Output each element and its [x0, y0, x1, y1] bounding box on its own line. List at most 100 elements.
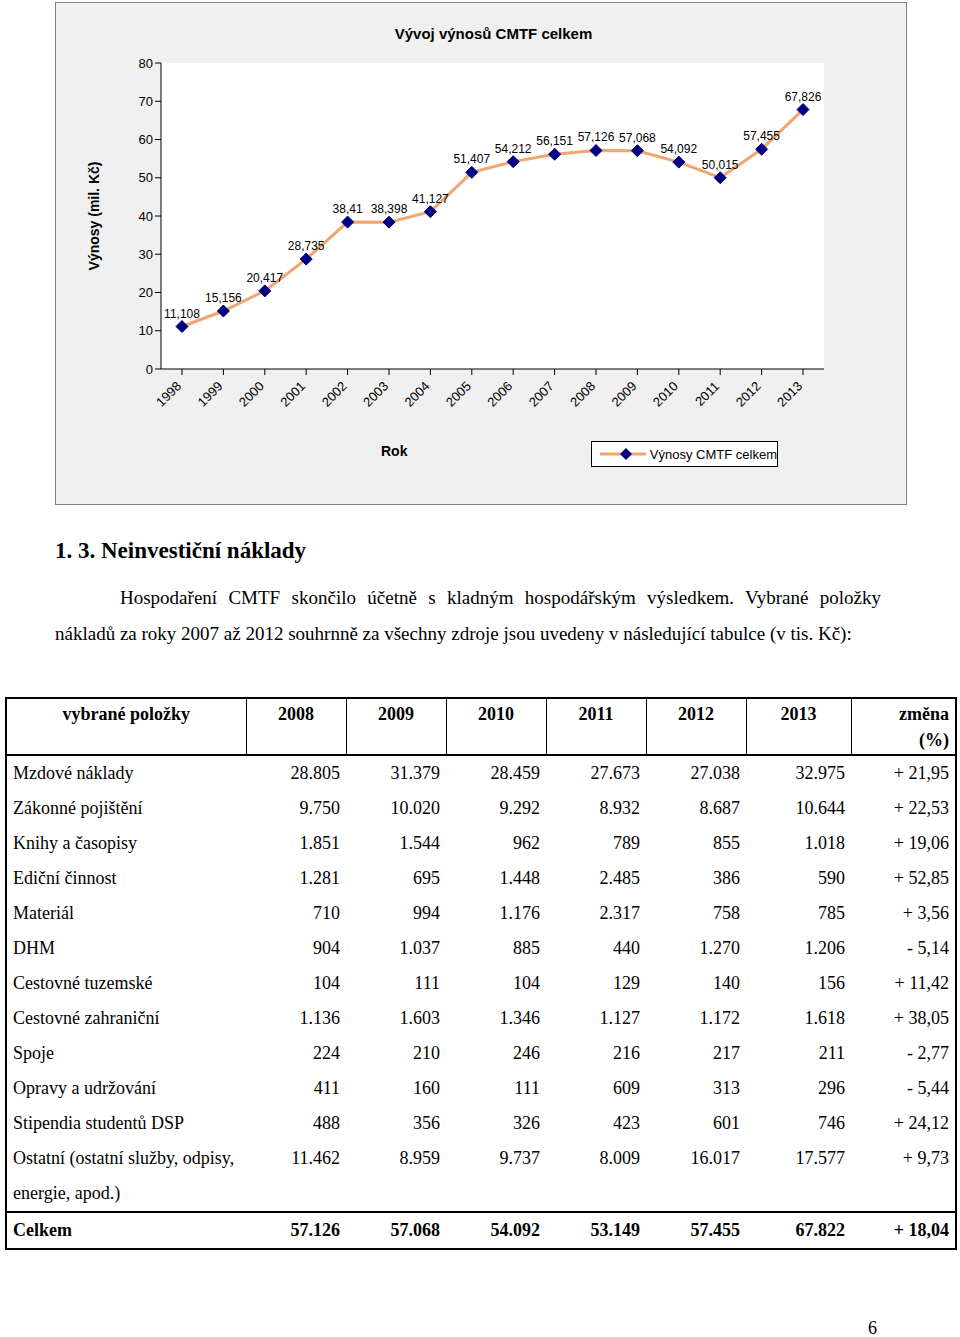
svg-text:38,398: 38,398 — [371, 202, 408, 216]
html-text:1.037: 1.037 — [399, 938, 440, 958]
html-text:+ 52,85: + 52,85 — [893, 868, 949, 888]
html-text:Hospodaření CMTF skončilo účet: Hospodaření CMTF skončilo účetně s kladn… — [55, 587, 881, 644]
svg-text:51,407: 51,407 — [453, 152, 490, 166]
svg-text:2010: 2010 — [650, 379, 681, 410]
svg-text:67,826: 67,826 — [785, 90, 822, 104]
html-text:2010: 2010 — [478, 704, 514, 724]
svg-text:1998: 1998 — [153, 379, 184, 410]
svg-text:2000: 2000 — [236, 379, 267, 410]
svg-text:2005: 2005 — [443, 379, 474, 410]
html-text:Mzdové náklady: Mzdové náklady — [13, 763, 134, 783]
html-text:Materiál: Materiál — [13, 903, 74, 923]
svg-text:54,212: 54,212 — [495, 142, 532, 156]
html-text:710: 710 — [313, 903, 340, 923]
html-text:28.459: 28.459 — [490, 763, 540, 783]
svg-text:2007: 2007 — [526, 379, 557, 410]
html-text:DHM: DHM — [13, 938, 55, 958]
svg-text:57,455: 57,455 — [743, 129, 780, 143]
svg-text:50,015: 50,015 — [702, 158, 739, 172]
html-text:9.750: 9.750 — [299, 798, 340, 818]
html-text:904: 904 — [313, 938, 340, 958]
svg-text:60: 60 — [139, 132, 153, 147]
html-text:10.644: 10.644 — [795, 798, 845, 818]
html-text:789: 789 — [613, 833, 640, 853]
svg-text:38,41: 38,41 — [333, 202, 363, 216]
svg-text:2011: 2011 — [692, 379, 722, 409]
html-text:1. 3. Neinvestiční náklady: 1. 3. Neinvestiční náklady — [55, 538, 307, 563]
svg-text:70: 70 — [139, 94, 153, 109]
svg-text:80: 80 — [139, 56, 153, 71]
html-text:Zákonné pojištění: Zákonné pojištění — [13, 798, 143, 818]
svg-text:54,092: 54,092 — [660, 142, 697, 156]
html-text:31.379: 31.379 — [390, 763, 440, 783]
svg-text:30: 30 — [139, 247, 153, 262]
svg-text:20: 20 — [139, 285, 153, 300]
html-text:2013: 2013 — [780, 704, 817, 724]
html-text:758: 758 — [713, 903, 740, 923]
svg-text:2001: 2001 — [277, 379, 308, 410]
svg-text:56,151: 56,151 — [536, 134, 573, 148]
html-text:785: 785 — [818, 903, 845, 923]
html-text:695: 695 — [413, 868, 440, 888]
svg-text:41,127: 41,127 — [412, 192, 449, 206]
html-text:1.018: 1.018 — [804, 833, 845, 853]
html-text:1.270: 1.270 — [699, 938, 740, 958]
html-text:1.851: 1.851 — [299, 833, 340, 853]
html-text:885: 885 — [513, 938, 540, 958]
html-text:8.687: 8.687 — [699, 798, 740, 818]
html-text:vybrané položky: vybrané položky — [62, 704, 190, 724]
html-text:2009: 2009 — [378, 704, 414, 724]
svg-text:0: 0 — [146, 362, 153, 377]
svg-text:28,735: 28,735 — [288, 239, 325, 253]
html-text:1.448: 1.448 — [499, 868, 540, 888]
html-text:962: 962 — [513, 833, 540, 853]
html-text:994: 994 — [413, 903, 440, 923]
svg-text:40: 40 — [139, 209, 153, 224]
svg-text:15,156: 15,156 — [205, 291, 242, 305]
html-text:+ 21,95: + 21,95 — [893, 763, 949, 783]
html-text:+ 3,56: + 3,56 — [902, 903, 949, 923]
svg-text:57,068: 57,068 — [619, 131, 656, 145]
svg-text:10: 10 — [139, 323, 153, 338]
html-text:1.176: 1.176 — [499, 903, 540, 923]
svg-text:2009: 2009 — [608, 379, 639, 410]
svg-text:20,417: 20,417 — [246, 271, 283, 285]
svg-text:2013: 2013 — [774, 379, 805, 410]
svg-text:2002: 2002 — [319, 379, 350, 410]
html-text:9.292: 9.292 — [499, 798, 540, 818]
html-text:10.020: 10.020 — [390, 798, 440, 818]
html-text:386: 386 — [713, 868, 740, 888]
html-text:- 5,14: - 5,14 — [907, 938, 949, 958]
html-text:1.281: 1.281 — [299, 868, 340, 888]
html-text:Ostatní (ostatní služby, odpis: Ostatní (ostatní služby, odpisy, energie… — [13, 1148, 235, 1203]
html-text:8.932: 8.932 — [599, 798, 640, 818]
html-text:změna (%): změna (%) — [899, 704, 949, 750]
html-text:1.544: 1.544 — [399, 833, 440, 853]
html-text:27.673: 27.673 — [590, 763, 640, 783]
html-text:+ 22,53: + 22,53 — [893, 798, 949, 818]
html-text:590: 590 — [818, 868, 845, 888]
svg-text:2004: 2004 — [401, 379, 432, 410]
html-text:+ 19,06: + 19,06 — [893, 833, 949, 853]
svg-text:11,108: 11,108 — [164, 307, 200, 321]
svg-text:1999: 1999 — [194, 379, 225, 410]
html-text:2008: 2008 — [278, 704, 314, 724]
html-text:1.206: 1.206 — [804, 938, 845, 958]
html-text:855: 855 — [713, 833, 740, 853]
html-text:2.317: 2.317 — [599, 903, 640, 923]
html-text:27.038: 27.038 — [690, 763, 740, 783]
html-text:2011: 2011 — [578, 704, 614, 724]
svg-text:2006: 2006 — [484, 379, 515, 410]
svg-text:2003: 2003 — [360, 379, 391, 410]
html-text:2.485: 2.485 — [599, 868, 640, 888]
svg-text:50: 50 — [139, 170, 153, 185]
html-text:28.805: 28.805 — [290, 763, 340, 783]
html-text:Knihy a časopisy: Knihy a časopisy — [13, 833, 137, 853]
html-text:Ediční činnost: Ediční činnost — [13, 868, 117, 888]
svg-text:2008: 2008 — [567, 379, 598, 410]
svg-text:2012: 2012 — [733, 379, 764, 410]
html-text:32.975: 32.975 — [795, 763, 845, 783]
html-text:2012: 2012 — [678, 704, 714, 724]
svg-text:57,126: 57,126 — [578, 130, 615, 144]
html-text:440: 440 — [613, 938, 640, 958]
